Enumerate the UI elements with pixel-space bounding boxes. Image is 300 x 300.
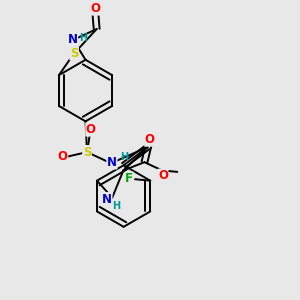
Text: O: O bbox=[90, 2, 100, 15]
Text: O: O bbox=[158, 169, 168, 182]
Text: N: N bbox=[107, 156, 117, 169]
Text: O: O bbox=[58, 150, 68, 163]
Text: H: H bbox=[120, 152, 128, 162]
Text: O: O bbox=[86, 123, 96, 136]
Text: N: N bbox=[102, 193, 112, 206]
Text: F: F bbox=[125, 172, 133, 185]
Text: S: S bbox=[70, 47, 78, 60]
Text: H: H bbox=[79, 33, 87, 43]
Text: H: H bbox=[112, 201, 121, 211]
Text: O: O bbox=[145, 133, 155, 146]
Text: N: N bbox=[68, 33, 78, 46]
Text: S: S bbox=[83, 146, 91, 159]
